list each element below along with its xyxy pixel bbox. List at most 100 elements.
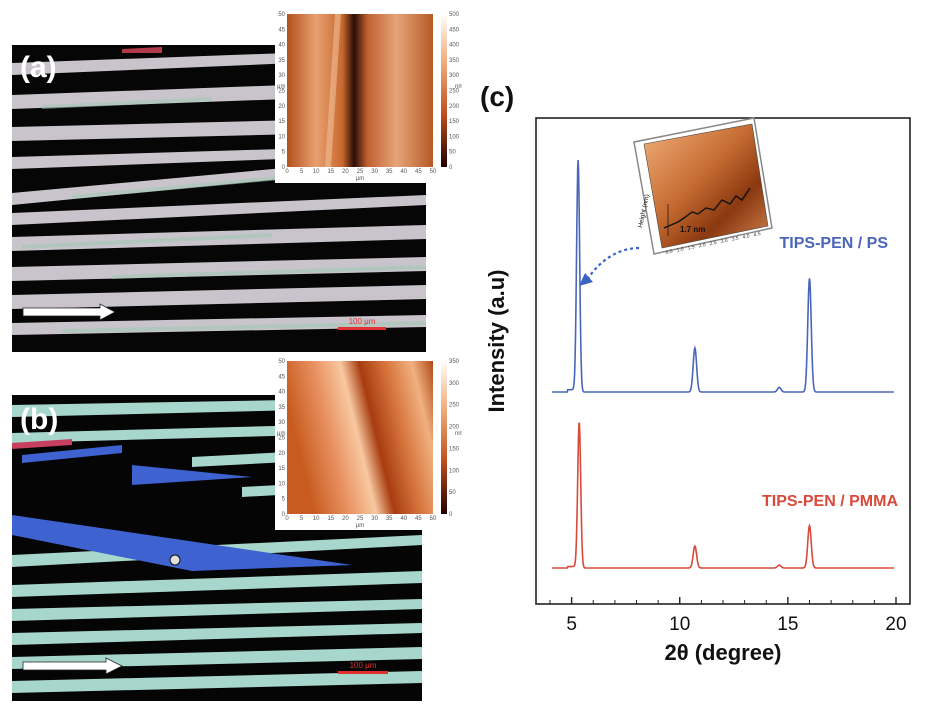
inset-x-tick: 3.5 (731, 235, 739, 242)
afm-a-colorbar (441, 14, 447, 167)
afm-cbar-tick: 450 (449, 27, 460, 33)
afm-a-y-unit: μm (277, 84, 285, 90)
afm-cbar-tick: 300 (449, 381, 460, 387)
afm-y-tick: 20 (278, 451, 285, 457)
x-tick-label: 20 (885, 614, 906, 635)
afm-cbar-tick: 200 (449, 104, 460, 110)
afm-y-tick: 15 (278, 466, 285, 472)
afm-x-tick: 50 (430, 169, 437, 175)
scalebar-a: 100 μm (338, 317, 386, 330)
afm-y-tick: 40 (278, 390, 285, 396)
afm-y-tick: 50 (278, 12, 285, 18)
x-axis-title: 2θ (degree) (664, 640, 781, 665)
afm-y-tick: 0 (282, 165, 286, 171)
inset-x-tick: 2.0 (698, 242, 706, 249)
afm-x-tick: 15 (327, 169, 334, 175)
afm-b-height-map (287, 361, 433, 514)
series-line-ps (552, 159, 894, 393)
afm-cbar-tick: 0 (449, 512, 453, 518)
afm-x-tick: 45 (415, 516, 422, 522)
afm-y-tick: 20 (278, 104, 285, 110)
afm-cbar-tick: 350 (449, 359, 460, 365)
x-tick-label: 15 (777, 614, 798, 635)
x-axis-ticks: 5 10 15 20 (549, 597, 907, 635)
series-label-pmma: TIPS-PEN / PMMA (762, 493, 898, 510)
afm-x-tick: 25 (357, 169, 364, 175)
afm-y-tick: 5 (282, 497, 286, 503)
afm-x-tick: 30 (371, 169, 378, 175)
scalebar-b: 100 μm (338, 661, 388, 674)
x-tick-label: 5 (566, 614, 577, 635)
inset-profile-line (663, 187, 751, 229)
afm-cbar-tick: 350 (449, 58, 460, 64)
afm-cbar-tick: 0 (449, 165, 453, 171)
afm-cbar-tick: 100 (449, 468, 460, 474)
inset-x-tick: 1.5 (687, 244, 695, 251)
afm-x-tick: 0 (285, 169, 289, 175)
afm-x-tick: 5 (300, 169, 304, 175)
afm-a-x-unit: μm (356, 176, 364, 182)
panel-label-a: (a) (20, 51, 57, 84)
afm-x-tick: 20 (342, 516, 349, 522)
afm-x-tick: 30 (371, 516, 378, 522)
afm-y-tick: 45 (278, 27, 285, 33)
afm-y-tick: 50 (278, 359, 285, 365)
afm-cbar-tick: 150 (449, 446, 460, 452)
inset-x-tick: 0.5 (665, 249, 673, 256)
afm-cbar-tick: 150 (449, 119, 460, 125)
xrd-chart: (c) 5 10 15 20 2θ (degree) Intensity (a.u) … (480, 81, 911, 665)
afm-y-tick: 15 (278, 119, 285, 125)
afm-x-tick: 35 (386, 169, 393, 175)
series-label-ps: TIPS-PEN / PS (780, 235, 889, 252)
afm-x-tick: 40 (400, 516, 407, 522)
afm-y-tick: 30 (278, 73, 285, 79)
afm-y-tick: 35 (278, 405, 285, 411)
direction-arrow-a (22, 303, 116, 321)
afm-cbar-tick: 50 (449, 490, 456, 496)
afm-x-tick: 10 (313, 169, 320, 175)
afm-cbar-tick: 300 (449, 73, 460, 79)
afm-cbar-tick: 200 (449, 425, 460, 431)
x-tick-label: 10 (669, 614, 690, 635)
afm-cbar-tick: 250 (449, 89, 460, 95)
afm-image-b: 0 5 10 15 20 25 30 35 40 45 50 50 45 40 35 30 25 20 15 10 5… (275, 355, 463, 530)
direction-arrow-b (22, 657, 123, 675)
afm-a-height-map (287, 14, 433, 167)
inset-x-tick: 2.5 (709, 240, 717, 247)
optical-micrograph-b: (b) 100 μm (12, 395, 422, 701)
afm-y-tick: 30 (278, 420, 285, 426)
afm-b-cbar-unit: nm (455, 431, 462, 437)
afm-y-tick: 25 (278, 436, 285, 442)
pointer-arrow (579, 246, 640, 286)
inset-step-label: 1.7 nm (680, 225, 705, 234)
afm-3d-inset: Height (nm) 1.7 nm 0.5 1.0 1.5 2.0 2.5 3.0 3.5… (622, 108, 782, 263)
afm-cbar-tick: 50 (449, 150, 456, 156)
afm-y-tick: 10 (278, 481, 285, 487)
afm-y-tick: 5 (282, 150, 286, 156)
afm-cbar-tick: 100 (449, 134, 460, 140)
afm-x-tick: 35 (386, 516, 393, 522)
afm-image-a: 0 5 10 15 20 25 30 35 40 45 50 50 45 40 35 30 25 20 15 10 5… (275, 8, 463, 183)
inset-x-tick: 4.0 (742, 233, 750, 240)
panel-label-b: (b) (20, 403, 59, 436)
afm-x-tick: 45 (415, 169, 422, 175)
afm-cbar-tick: 250 (449, 403, 460, 409)
panel-label-c: (c) (480, 81, 514, 112)
afm-y-tick: 25 (278, 89, 285, 95)
afm-y-tick: 45 (278, 374, 285, 380)
afm-x-tick: 25 (357, 516, 364, 522)
afm-b-colorbar (441, 361, 447, 514)
scalebar-a-label: 100 μm (348, 317, 376, 326)
afm-a-cbar-unit: nm (455, 84, 462, 90)
afm-b-y-unit: μm (277, 431, 285, 437)
afm-x-tick: 5 (300, 516, 304, 522)
series-line-pmma (552, 422, 894, 569)
inset-x-tick: 3.0 (720, 238, 728, 245)
inset-x-tick: 1.0 (676, 246, 684, 253)
afm-x-tick: 50 (430, 516, 437, 522)
afm-y-tick: 10 (278, 134, 285, 140)
afm-x-tick: 0 (285, 516, 289, 522)
afm-cbar-tick: 500 (449, 12, 460, 18)
inset-x-tick: 4.5 (753, 231, 761, 238)
scalebar-b-label: 100 μm (349, 661, 377, 670)
